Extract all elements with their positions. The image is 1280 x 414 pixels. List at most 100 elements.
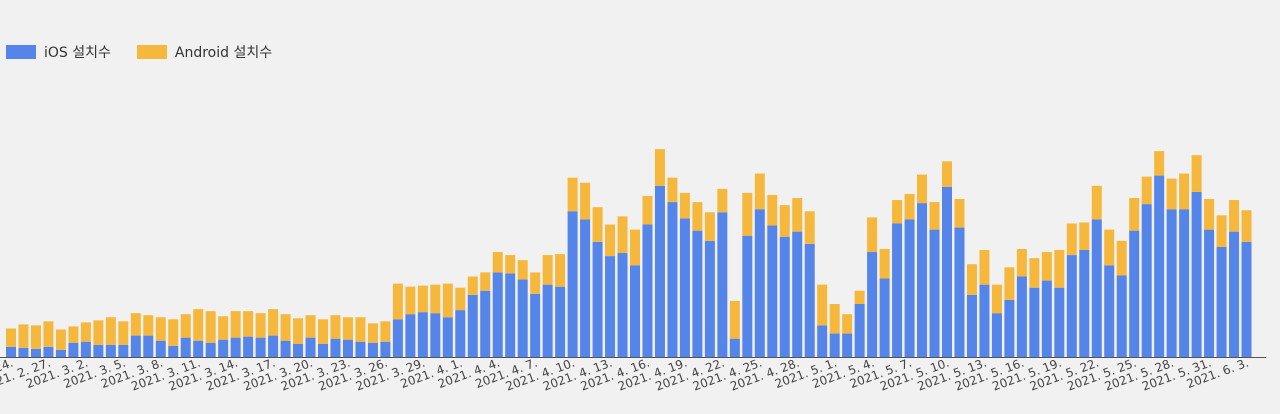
bar-ios[interactable] [530,293,541,357]
bar-android[interactable] [567,177,578,212]
bar-android[interactable] [991,284,1002,314]
bar-android[interactable] [1041,252,1052,281]
bar-android[interactable] [854,290,865,304]
bar-android[interactable] [293,318,304,344]
bar-android[interactable] [18,324,29,348]
bar-ios[interactable] [917,203,928,357]
bar-android[interactable] [480,272,491,291]
bar-android[interactable] [1141,176,1152,205]
bar-ios[interactable] [318,343,328,357]
bar-ios[interactable] [130,335,141,357]
bar-android[interactable] [6,328,16,347]
bar-android[interactable] [193,309,204,341]
bar-ios[interactable] [979,284,990,357]
bar-ios[interactable] [492,272,503,357]
bar-ios[interactable] [1191,191,1202,357]
bar-android[interactable] [817,284,828,326]
bar-android[interactable] [792,198,803,232]
bar-ios[interactable] [1179,209,1190,357]
bar-android[interactable] [305,315,316,338]
bar-ios[interactable] [168,345,179,357]
bar-android[interactable] [1216,215,1227,247]
bar-ios[interactable] [929,229,940,357]
bar-ios[interactable] [580,219,591,357]
bar-ios[interactable] [480,290,491,357]
bar-ios[interactable] [742,235,753,357]
bar-android[interactable] [1241,210,1252,242]
bar-android[interactable] [1029,258,1040,288]
bar-ios[interactable] [605,256,616,357]
bar-android[interactable] [542,255,553,285]
bar-android[interactable] [1204,199,1215,230]
bar-ios[interactable] [43,346,54,357]
bar-android[interactable] [1154,151,1165,176]
bar-ios[interactable] [392,319,403,357]
bar-android[interactable] [879,248,890,279]
bar-ios[interactable] [193,340,204,357]
bar-android[interactable] [205,311,216,343]
bar-android[interactable] [417,285,428,313]
bar-ios[interactable] [1116,275,1127,357]
bar-ios[interactable] [143,335,154,357]
bar-android[interactable] [617,216,628,254]
bar-ios[interactable] [966,294,977,357]
bar-ios[interactable] [68,342,79,357]
bar-ios[interactable] [792,231,803,357]
bar-android[interactable] [392,283,403,320]
bar-ios[interactable] [455,310,466,357]
bar-ios[interactable] [1129,230,1140,357]
bar-android[interactable] [430,284,441,314]
bar-android[interactable] [1179,173,1190,210]
bar-ios[interactable] [18,347,29,357]
bar-ios[interactable] [779,236,790,357]
bar-ios[interactable] [342,339,353,357]
bar-ios[interactable] [829,333,840,357]
bar-ios[interactable] [1041,280,1052,357]
bar-ios[interactable] [1216,246,1227,357]
bar-ios[interactable] [767,225,778,357]
bar-ios[interactable] [118,344,129,357]
bar-ios[interactable] [155,340,166,357]
bar-ios[interactable] [268,335,279,357]
bar-android[interactable] [268,309,279,336]
bar-ios[interactable] [405,314,416,357]
bar-android[interactable] [1166,178,1177,210]
bar-android[interactable] [455,287,466,311]
bar-android[interactable] [692,202,703,231]
bar-android[interactable] [168,319,179,346]
bar-ios[interactable] [205,342,216,357]
bar-ios[interactable] [30,348,41,357]
bar-ios[interactable] [542,284,553,357]
bar-android[interactable] [829,304,840,334]
bar-android[interactable] [717,188,728,213]
bar-ios[interactable] [692,230,703,357]
bar-android[interactable] [779,205,790,237]
bar-android[interactable] [667,177,678,203]
bar-ios[interactable] [93,344,104,357]
bar-android[interactable] [330,315,341,339]
bar-ios[interactable] [842,333,853,357]
bar-ios[interactable] [667,202,678,357]
bar-android[interactable] [979,249,990,285]
bar-ios[interactable] [1079,249,1090,357]
bar-android[interactable] [630,229,640,266]
bar-android[interactable] [1229,200,1240,232]
bar-ios[interactable] [230,337,241,357]
bar-ios[interactable] [218,339,229,357]
legend-item-ios[interactable]: iOS 설치수 [6,42,111,62]
bar-ios[interactable] [367,342,378,357]
bar-ios[interactable] [704,240,715,357]
bar-android[interactable] [118,321,129,345]
bar-ios[interactable] [1241,241,1252,357]
bar-ios[interactable] [1004,299,1015,357]
bar-ios[interactable] [854,304,865,357]
bar-android[interactable] [367,323,378,343]
bar-android[interactable] [68,326,79,343]
bar-android[interactable] [130,313,141,336]
bar-android[interactable] [1129,198,1140,231]
bar-android[interactable] [43,321,54,347]
bar-ios[interactable] [255,337,266,357]
bar-ios[interactable] [904,219,915,357]
bar-ios[interactable] [355,341,366,357]
bar-ios[interactable] [754,209,765,357]
